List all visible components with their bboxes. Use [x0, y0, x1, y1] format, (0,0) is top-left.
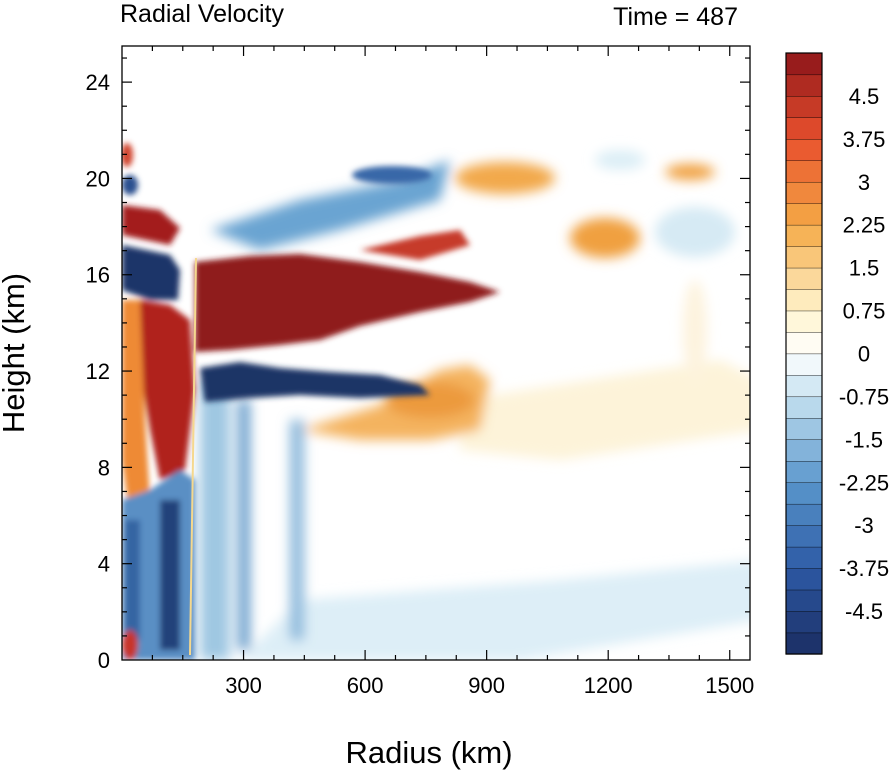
inflow-core-lower: [160, 500, 180, 650]
colorbar-swatch: [785, 117, 823, 140]
colorbar-swatch: [785, 460, 823, 483]
x-tick-label: 1200: [584, 673, 633, 698]
colorbar-swatch: [785, 74, 823, 97]
upper-outflow-patch-2: [570, 218, 640, 258]
y-tick-label: 8: [98, 455, 110, 480]
faint-yellow: [683, 280, 707, 380]
chart-title: Radial Velocity: [120, 0, 284, 28]
colorbar-tick-label: 0: [858, 342, 870, 367]
inflow-streak-3: [200, 380, 230, 660]
y-tick-label: 12: [86, 359, 110, 384]
colorbar: [785, 52, 823, 655]
y-axis-label: Height (km): [0, 273, 31, 433]
eyewall-orange-band: [122, 300, 150, 520]
colorbar-tick-label: 3.75: [843, 127, 886, 152]
colorbar-swatch: [785, 331, 823, 355]
colorbar-tick-label: -3: [854, 513, 874, 538]
surface-outflow: [122, 630, 138, 660]
colorbar-tick-label: -4.5: [845, 599, 883, 624]
colorbar-labels: 4.5 3.75 3 2.25 1.5 0.75 0 -0.75 -1.5 -2.25 -3 -3.7…: [839, 84, 889, 624]
colorbar-swatch: [785, 288, 823, 312]
x-tick-label: 300: [225, 673, 262, 698]
colorbar-tick-label: 0.75: [843, 299, 886, 324]
colorbar-tick-label: -3.75: [839, 556, 889, 581]
colorbar-swatch: [785, 52, 823, 76]
y-tick-label: 0: [98, 648, 110, 673]
faint-blue-upper2: [595, 150, 645, 170]
outflow-jet: [195, 254, 500, 352]
colorbar-swatch: [785, 417, 823, 440]
inner-outflow-cap: [122, 205, 180, 245]
y-tick-label: 24: [86, 70, 110, 95]
faint-outflow-midlevel: [460, 360, 750, 460]
colorbar-swatch: [785, 567, 823, 591]
inflow-streak-1: [238, 400, 250, 650]
colorbar-swatch: [785, 138, 823, 161]
eyewall-outflow-band: [140, 300, 195, 480]
upper-outflow-patch-1: [455, 162, 555, 194]
inner-inflow-layer: [122, 245, 180, 300]
upper-blue-streak: [352, 166, 432, 184]
colorbar-tick-label: 3: [858, 170, 870, 195]
colorbar-swatch: [785, 181, 823, 204]
inner-top-red: [122, 143, 133, 167]
colorbar-tick-label: 2.25: [843, 213, 886, 238]
outflow-jet-rim: [360, 230, 470, 260]
y-tick-label: 4: [98, 552, 110, 577]
colorbar-swatch: [785, 203, 823, 226]
colorbar-swatch: [785, 482, 823, 505]
colorbar-swatch: [785, 310, 823, 333]
colorbar-swatch: [785, 503, 823, 526]
colorbar-swatch: [785, 396, 823, 419]
x-axis-label: Radius (km): [345, 735, 512, 770]
colorbar-swatch: [785, 267, 823, 290]
x-tick-label: 900: [468, 673, 505, 698]
plot-frame: [121, 45, 751, 661]
colorbar-swatch: [785, 224, 823, 247]
y-tick-label: 20: [86, 166, 110, 191]
inflow-streak-2: [290, 420, 304, 640]
faint-inflow-lowlevel: [240, 561, 750, 660]
colorbar-swatch: [785, 610, 823, 634]
velocity-field: [122, 143, 750, 660]
colorbar-swatch: [785, 245, 823, 269]
x-axis: 300 600 900 1200 1500: [151, 46, 754, 698]
colorbar-tick-label: -0.75: [839, 384, 889, 409]
colorbar-swatch: [785, 589, 823, 612]
colorbar-swatch: [785, 546, 823, 569]
colorbar-swatch: [785, 160, 823, 183]
colorbar-swatch: [785, 95, 823, 118]
upper-outflow-patch-3: [665, 164, 715, 180]
inner-top-blue: [122, 175, 138, 195]
colorbar-tick-label: 1.5: [849, 256, 880, 281]
eyewall-boundary: [189, 257, 197, 656]
time-label: Time = 487: [613, 3, 738, 31]
colorbar-frame: [785, 52, 823, 655]
plot-area: [121, 45, 751, 661]
faint-blue-upper: [655, 207, 735, 257]
inflow-core-lower2: [125, 520, 140, 640]
x-tick-label: 1500: [705, 673, 754, 698]
colorbar-tick-label: -1.5: [845, 427, 883, 452]
colorbar-swatch: [785, 374, 823, 398]
colorbar-swatch: [785, 525, 823, 548]
colorbar-swatch: [785, 353, 823, 376]
colorbar-swatch: [785, 439, 823, 462]
y-axis: 0 4 8 12 16 20 24: [86, 57, 750, 673]
midlevel-inflow: [200, 362, 430, 402]
x-tick-label: 600: [347, 673, 384, 698]
colorbar-swatch: [785, 632, 823, 655]
colorbar-tick-label: -2.25: [839, 470, 889, 495]
colorbar-tick-label: 4.5: [849, 84, 880, 109]
y-tick-label: 16: [86, 263, 110, 288]
